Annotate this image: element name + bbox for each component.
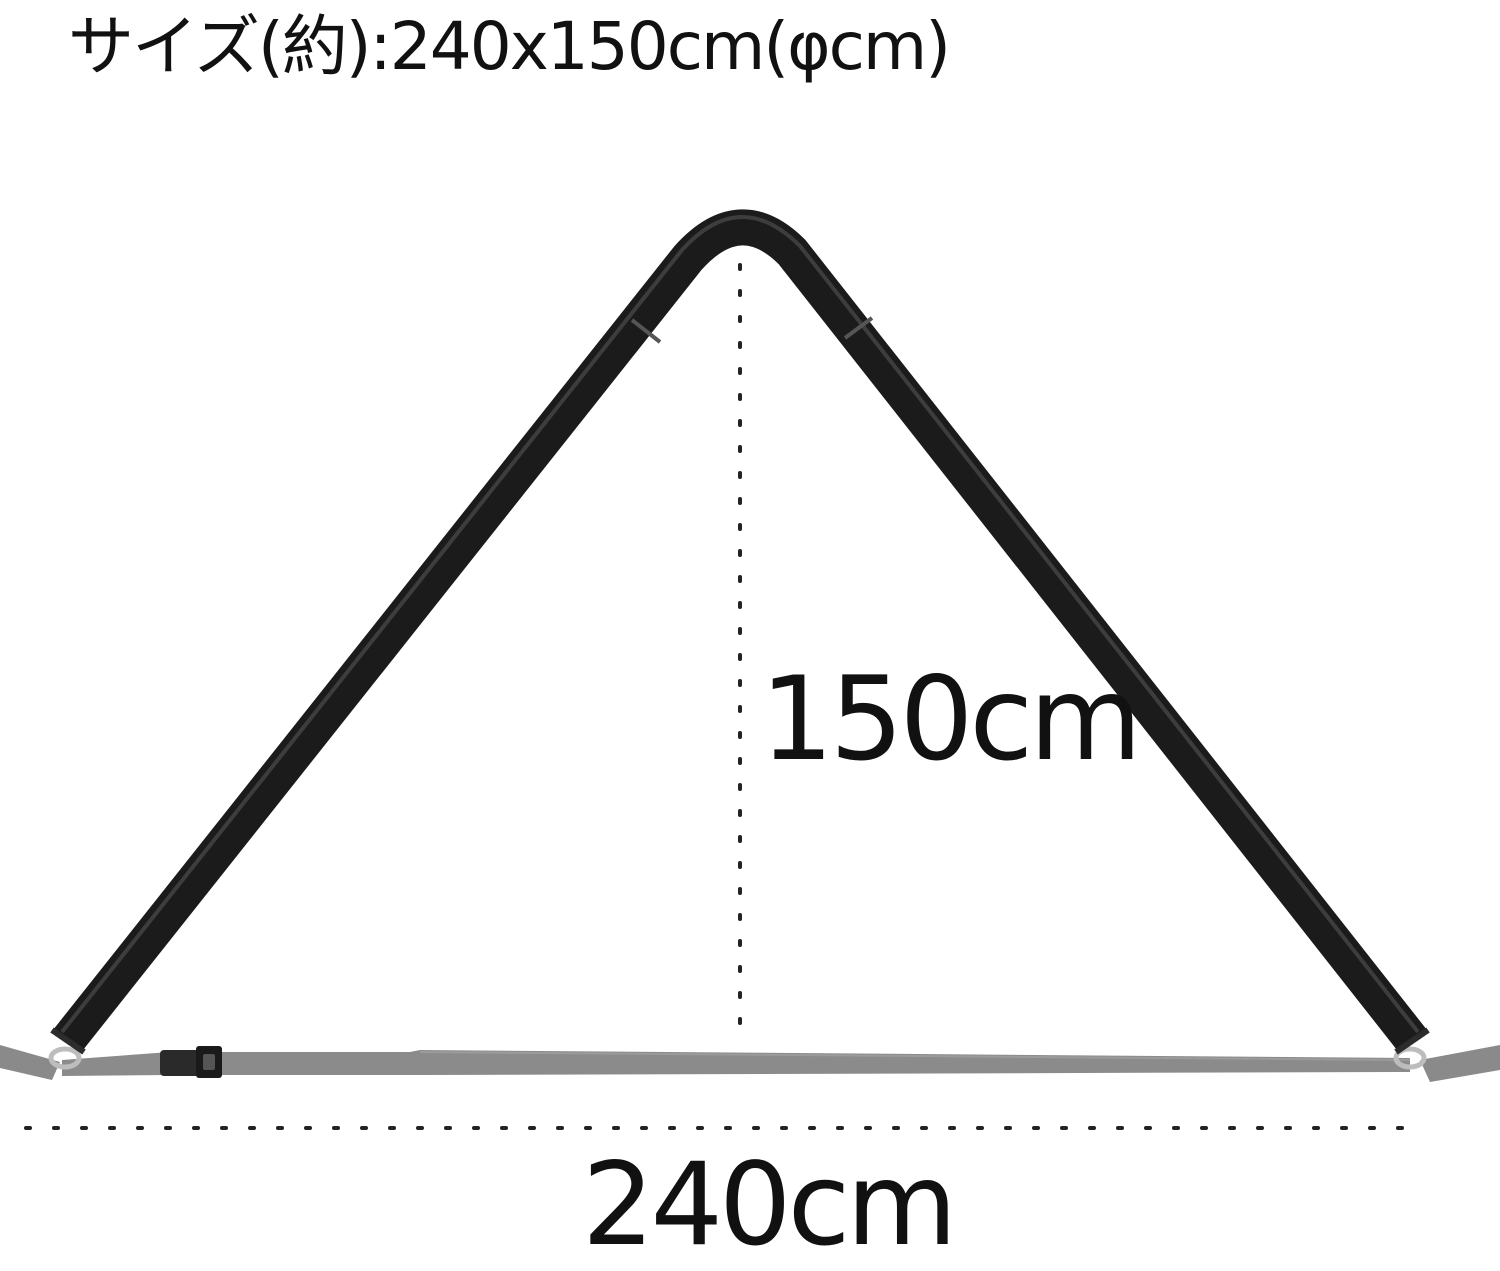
a-frame-pole [53, 209, 1427, 1052]
height-label: 150cm [760, 652, 1142, 787]
pole-foot-right [1394, 1027, 1430, 1055]
pole-joint-right [843, 316, 874, 340]
strap-buckle [160, 1046, 222, 1078]
strap-tail-right [1420, 1045, 1500, 1082]
strap-tail-left [0, 1045, 60, 1080]
width-label: 240cm [582, 1138, 957, 1271]
pole-joint-left [630, 318, 662, 344]
pole-foot-left [50, 1027, 86, 1055]
anchor-ring-right [1393, 1046, 1427, 1070]
anchor-ring-left [48, 1046, 82, 1070]
size-title: サイズ(約):240x150cm(φcm) [68, 8, 951, 85]
